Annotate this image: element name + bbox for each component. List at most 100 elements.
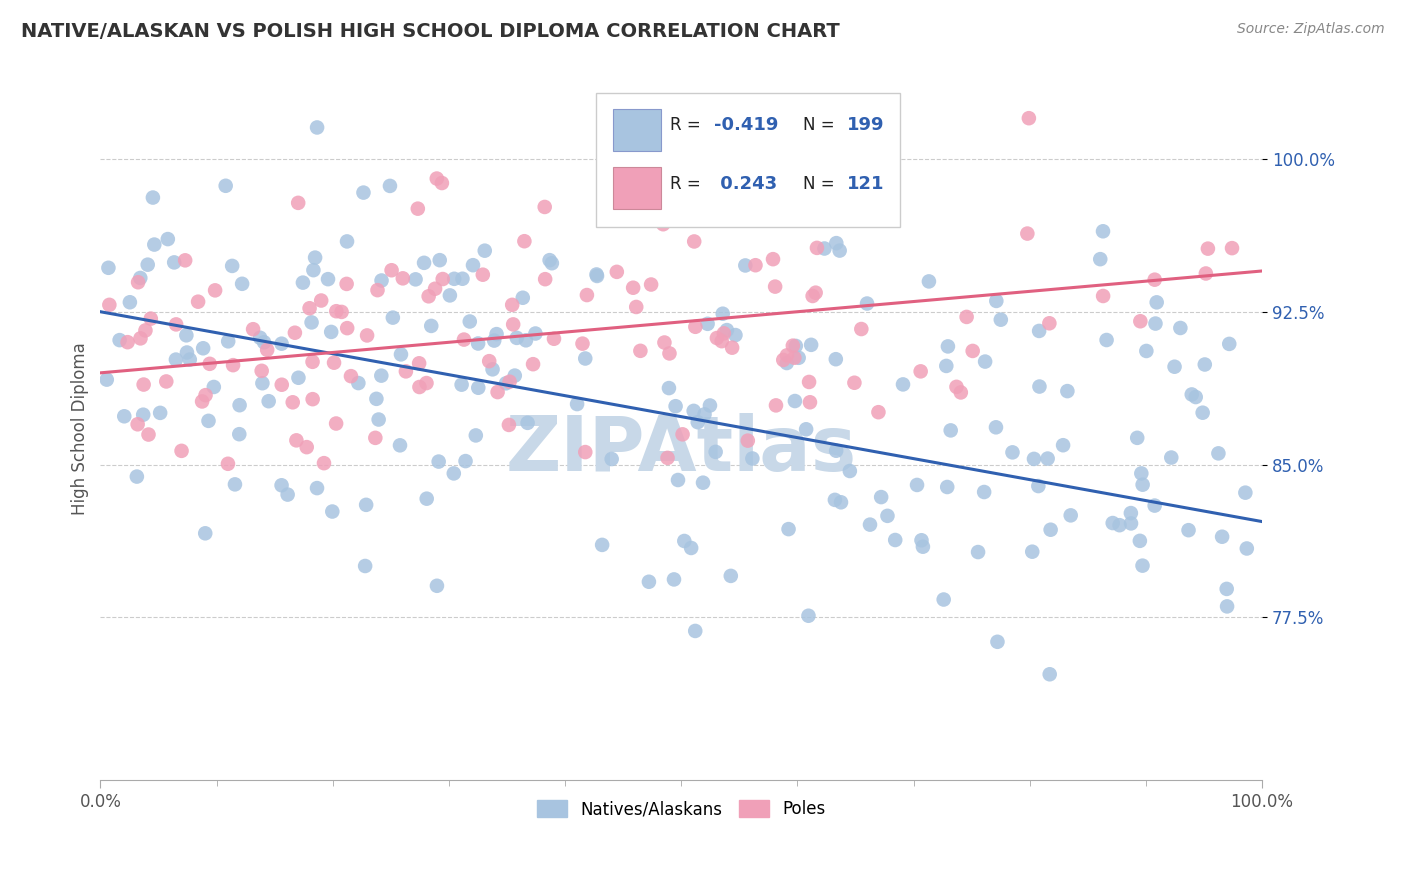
Point [415, 491, 437, 506]
Point [301, 392, 323, 406]
Point [721, 341, 744, 355]
Point [165, 352, 187, 367]
Point [673, 533, 696, 548]
Point [217, 334, 239, 349]
Point [765, 398, 787, 412]
Point [1017, 227, 1039, 241]
Point [366, 283, 388, 297]
Point [316, 272, 339, 286]
Point [163, 255, 186, 269]
Text: 199: 199 [848, 116, 884, 134]
Point [405, 272, 427, 286]
Point [242, 322, 264, 336]
Point [430, 176, 453, 190]
Text: 0.243: 0.243 [714, 175, 778, 194]
Point [801, 289, 824, 303]
Point [1132, 558, 1154, 573]
Point [524, 326, 547, 341]
Point [1129, 533, 1152, 548]
Point [481, 362, 503, 376]
Point [973, 485, 995, 500]
Point [301, 355, 323, 369]
Point [364, 431, 387, 445]
Point [782, 339, 804, 353]
Point [309, 293, 332, 308]
Point [685, 319, 707, 334]
Point [312, 456, 335, 470]
Point [571, 336, 593, 351]
Point [187, 294, 209, 309]
Point [467, 381, 489, 395]
Point [1220, 241, 1243, 255]
Point [503, 368, 526, 383]
Point [138, 427, 160, 442]
Point [224, 477, 246, 491]
Point [197, 414, 219, 428]
Point [974, 354, 997, 368]
Point [956, 310, 979, 324]
Point [681, 541, 703, 555]
Point [249, 331, 271, 345]
Point [112, 409, 135, 424]
Point [325, 417, 347, 431]
Point [451, 271, 474, 285]
Point [799, 395, 821, 409]
Point [574, 445, 596, 459]
Point [1143, 499, 1166, 513]
Point [935, 359, 957, 373]
Point [388, 438, 411, 452]
Point [143, 237, 166, 252]
Point [108, 333, 131, 347]
Point [482, 334, 505, 348]
Point [98, 298, 121, 312]
Point [1211, 530, 1233, 544]
Point [984, 420, 1007, 434]
Point [406, 202, 429, 216]
Point [825, 236, 848, 251]
Point [1181, 387, 1204, 401]
Point [776, 348, 799, 362]
Point [356, 328, 378, 343]
Point [692, 475, 714, 490]
Point [134, 323, 156, 337]
Point [256, 343, 278, 357]
Point [870, 490, 893, 504]
Point [1191, 406, 1213, 420]
Point [464, 428, 486, 442]
Point [461, 258, 484, 272]
Point [423, 282, 446, 296]
Point [170, 443, 193, 458]
Point [215, 178, 238, 193]
Point [783, 351, 806, 365]
Point [1039, 667, 1062, 681]
Point [534, 272, 557, 286]
Point [228, 427, 250, 442]
Point [778, 522, 800, 536]
Point [628, 343, 651, 358]
Point [129, 271, 152, 285]
Point [585, 268, 607, 282]
Point [512, 291, 534, 305]
Point [1101, 516, 1123, 530]
Point [640, 277, 662, 292]
Point [336, 235, 359, 249]
Point [486, 385, 509, 400]
Point [681, 203, 703, 218]
Point [830, 495, 852, 509]
Point [1091, 224, 1114, 238]
Point [155, 375, 177, 389]
Point [429, 253, 451, 268]
Point [574, 351, 596, 366]
Point [1056, 384, 1078, 398]
Point [391, 271, 413, 285]
Point [270, 377, 292, 392]
Text: N =: N = [803, 175, 839, 194]
Point [370, 273, 392, 287]
Point [485, 327, 508, 342]
Point [741, 451, 763, 466]
Point [776, 356, 799, 370]
Y-axis label: High School Diploma: High School Diploma [72, 343, 89, 516]
Point [426, 579, 449, 593]
Point [495, 376, 517, 391]
Point [378, 178, 401, 193]
